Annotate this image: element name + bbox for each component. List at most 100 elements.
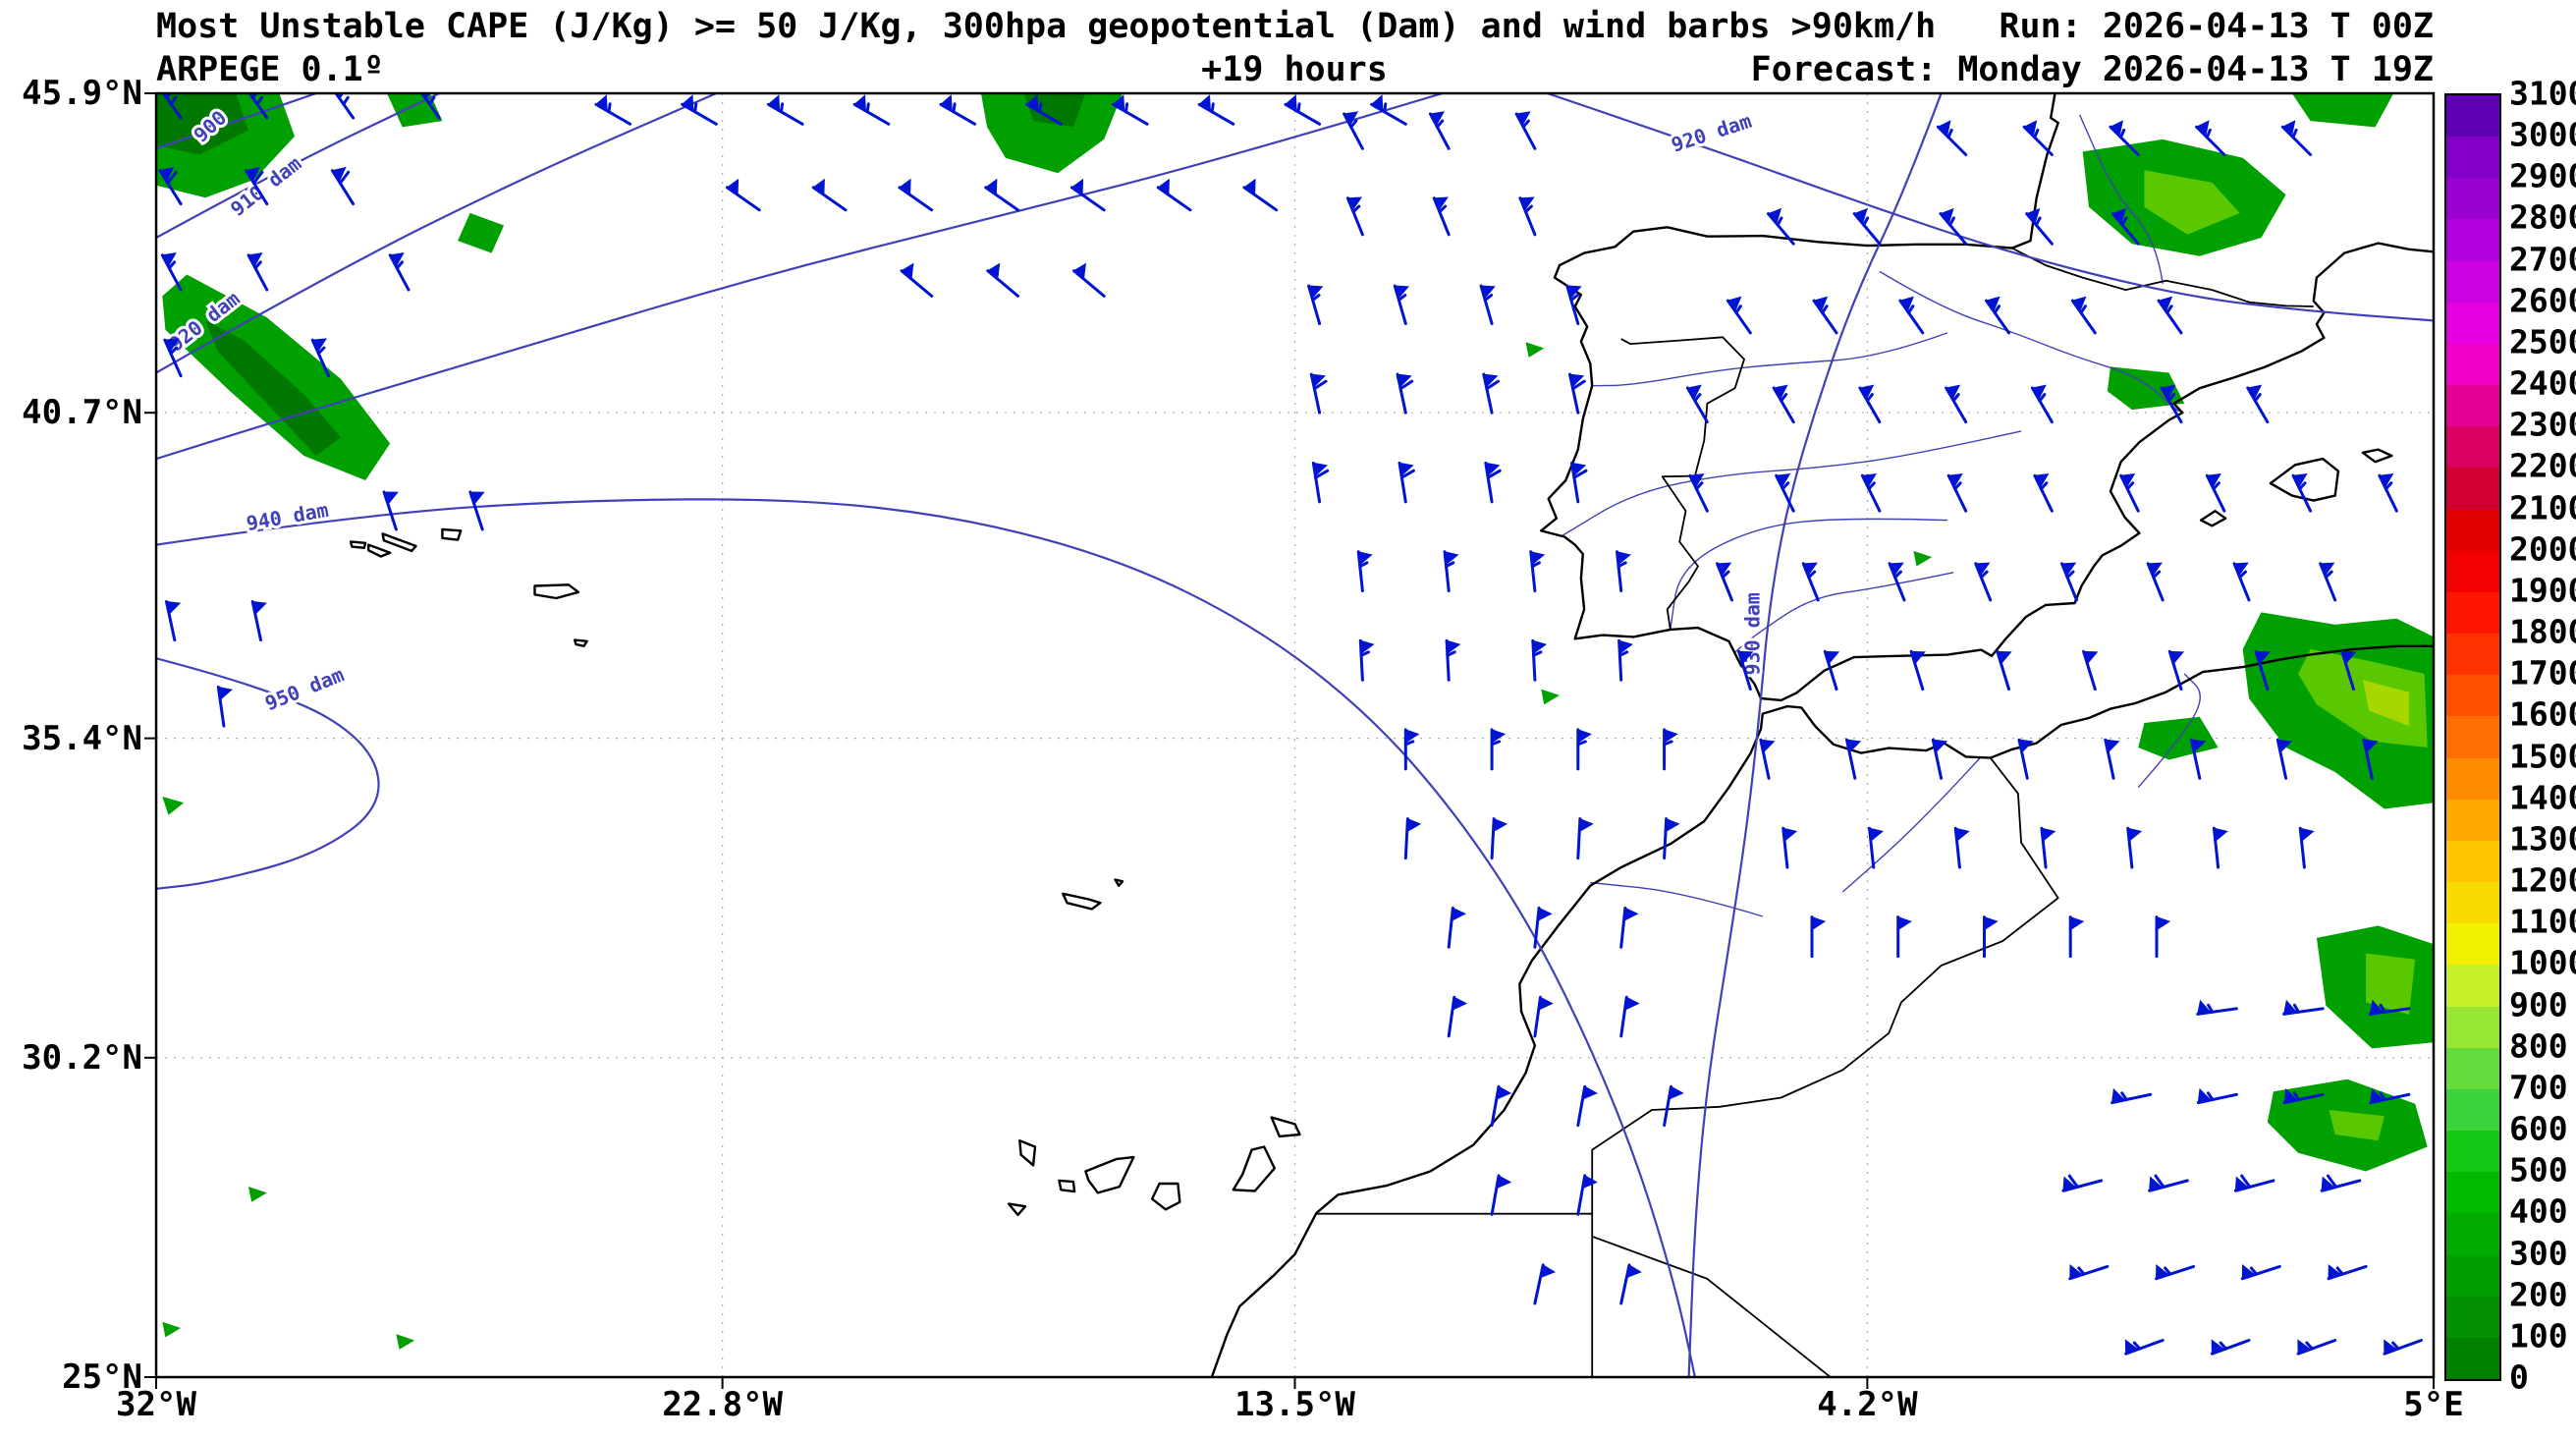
wind-barb bbox=[1619, 995, 1640, 1038]
cape-patch bbox=[2366, 953, 2416, 1015]
country-border bbox=[1591, 757, 2059, 1214]
wind-barb bbox=[2104, 738, 2120, 780]
wind-barb bbox=[984, 178, 1019, 212]
wind-barb bbox=[164, 599, 182, 642]
colorbar-segment bbox=[2446, 674, 2499, 717]
wind-barb bbox=[1576, 817, 1594, 860]
wind-barb bbox=[1531, 638, 1548, 682]
river bbox=[1592, 332, 1948, 387]
wind-barb bbox=[1772, 384, 1795, 424]
wind-barb bbox=[725, 178, 761, 212]
coastline bbox=[1018, 1139, 1037, 1167]
colorbar-tick-label: 1200 bbox=[2509, 860, 2576, 900]
colorbar-tick-label: 2100 bbox=[2509, 488, 2576, 527]
coastline bbox=[441, 527, 463, 541]
wind-barb bbox=[1931, 738, 1948, 780]
colorbar-segment bbox=[2446, 1296, 2499, 1338]
wind-barb bbox=[1570, 461, 1588, 504]
wind-barb bbox=[2167, 649, 2185, 692]
coastline bbox=[1232, 1145, 1276, 1192]
wind-barb bbox=[1868, 826, 1885, 869]
wind-barb bbox=[2025, 207, 2054, 246]
y-axis-label: 30.2°N bbox=[22, 1037, 142, 1078]
geopotential-contour bbox=[156, 657, 380, 890]
wind-barb bbox=[1896, 915, 1912, 959]
wind-barb bbox=[330, 166, 356, 206]
wind-barb bbox=[1518, 196, 1537, 237]
colorbar-tick-label: 2900 bbox=[2509, 156, 2576, 195]
colorbar-segment bbox=[2446, 840, 2499, 883]
coastline bbox=[2269, 457, 2340, 502]
wind-barb bbox=[1810, 915, 1827, 959]
wind-barb bbox=[1576, 1084, 1598, 1128]
wind-barb bbox=[2240, 1263, 2281, 1281]
colorbar-segment bbox=[2446, 94, 2499, 138]
wind-barb bbox=[1619, 1263, 1642, 1305]
wind-barb bbox=[2119, 472, 2140, 513]
wind-barb bbox=[2291, 472, 2313, 513]
colorbar-segment bbox=[2446, 1006, 2499, 1048]
wind-barb bbox=[1490, 817, 1508, 860]
x-axis-label: 32°W bbox=[116, 1385, 196, 1424]
wind-barb bbox=[1946, 472, 1968, 513]
coastline bbox=[1058, 1179, 1076, 1193]
wind-barb bbox=[2319, 562, 2337, 602]
coastline bbox=[349, 540, 367, 549]
wind-barb bbox=[247, 252, 269, 292]
wind-barb bbox=[1514, 111, 1537, 150]
wind-barb bbox=[1737, 649, 1754, 692]
colorbar-segment bbox=[2446, 260, 2499, 303]
coastline bbox=[1007, 1202, 1027, 1217]
geopotential-contour bbox=[156, 93, 717, 374]
colorbar-tick-label: 3000 bbox=[2509, 115, 2576, 154]
cape-patch bbox=[2144, 170, 2240, 235]
wind-barb bbox=[766, 94, 804, 126]
wind-barb bbox=[1759, 738, 1776, 780]
wind-barb bbox=[1860, 472, 1882, 513]
cape-patch bbox=[2362, 680, 2409, 727]
wind-barb bbox=[1490, 728, 1507, 771]
river bbox=[1879, 270, 2179, 413]
geopotential-contour bbox=[156, 93, 1444, 461]
wind-barb bbox=[2110, 1087, 2153, 1105]
model-label: ARPEGE 0.1º bbox=[156, 50, 384, 89]
colorbar-tick-label: 1500 bbox=[2509, 737, 2576, 776]
colorbar-segment bbox=[2446, 633, 2499, 676]
wind-barb bbox=[1356, 550, 1373, 592]
wind-barb bbox=[1358, 638, 1375, 682]
cape-colorbar bbox=[2444, 93, 2501, 1381]
x-axis-label: 22.8°W bbox=[662, 1385, 784, 1424]
wind-barb bbox=[2030, 384, 2054, 424]
wind-barb bbox=[2146, 562, 2165, 602]
river bbox=[2078, 114, 2164, 284]
colorbar-segment bbox=[2446, 1254, 2499, 1297]
colorbar-tick-label: 2700 bbox=[2509, 240, 2576, 279]
contour-label: 950 dam bbox=[261, 662, 347, 715]
wind-barb bbox=[2210, 1339, 2251, 1356]
wind-barb bbox=[1844, 738, 1862, 780]
coastline bbox=[574, 638, 588, 647]
wind-barb bbox=[2383, 1339, 2423, 1356]
colorbar-segment bbox=[2446, 799, 2499, 841]
contour-label: 930 dam bbox=[1741, 592, 1765, 675]
colorbar-tick-label: 3100 bbox=[2509, 74, 2576, 113]
colorbar-tick-label: 900 bbox=[2509, 985, 2568, 1024]
wind-barb bbox=[1445, 638, 1461, 682]
river bbox=[1734, 572, 1954, 653]
wind-barb bbox=[158, 166, 183, 206]
wind-barb bbox=[1309, 372, 1328, 415]
wind-barb bbox=[1403, 728, 1420, 771]
coastline bbox=[1210, 644, 2434, 1377]
wind-barb bbox=[1663, 728, 1678, 771]
wind-barb bbox=[382, 490, 399, 531]
cape-patch bbox=[1913, 550, 1933, 567]
wind-barb bbox=[2233, 1174, 2275, 1192]
wind-barb bbox=[1858, 384, 1882, 424]
wind-barb bbox=[1996, 649, 2012, 692]
colorbar-segment bbox=[2446, 922, 2499, 966]
wind-barb bbox=[1726, 296, 1752, 335]
cape-patch bbox=[1541, 689, 1560, 705]
wind-barb bbox=[1663, 1084, 1684, 1128]
y-axis-label: 45.9°N bbox=[22, 74, 142, 113]
wind-barb bbox=[900, 262, 934, 298]
